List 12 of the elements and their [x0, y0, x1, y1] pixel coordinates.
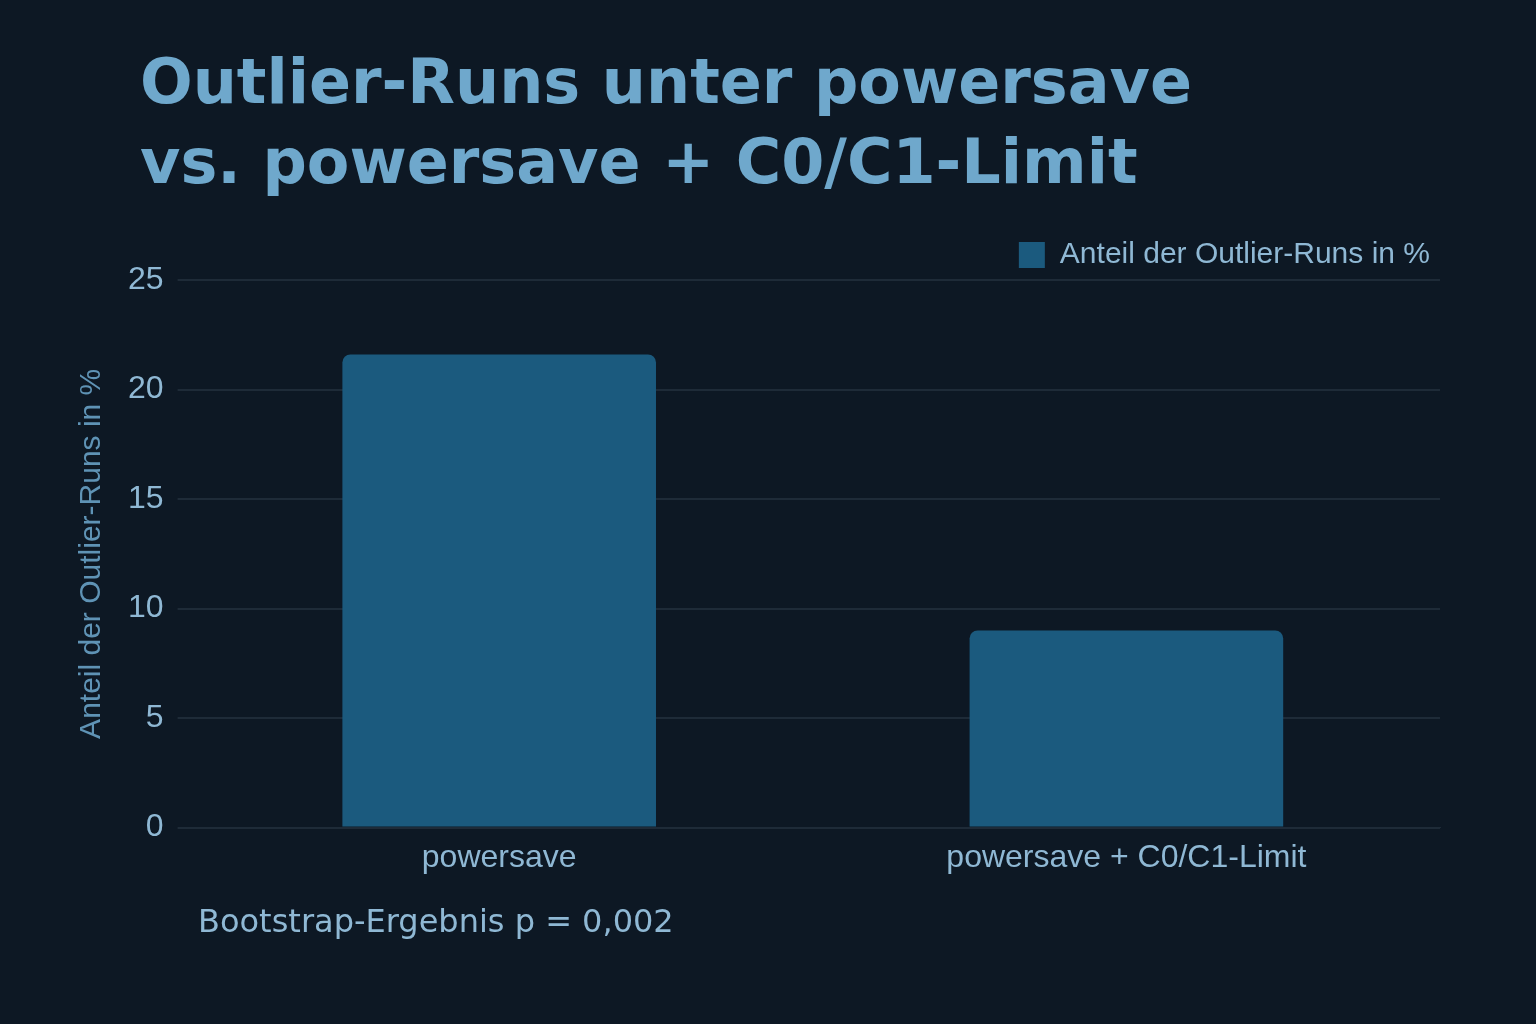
y-axis-title: Anteil der Outlier-Runs in %: [73, 368, 107, 739]
chart-title: Outlier-Runs unter powersave vs. powersave + C0/C1-Limit: [140, 44, 1194, 200]
text: Bootstrap-Ergebnis p = 0,002: [198, 902, 674, 940]
y-tick-label: 25: [128, 259, 164, 296]
y-tick-label: 0: [145, 807, 164, 844]
legend-label: Anteil der Outlier-Runs in %: [1059, 236, 1430, 270]
y-tick-label: 5: [145, 697, 164, 734]
y-tick-label: 20: [128, 369, 164, 406]
x-tick-label: powersave: [421, 837, 577, 874]
y-tick-label: 10: [128, 588, 164, 625]
x-tick-label: powersave + C0/C1-Limit: [946, 837, 1307, 874]
y-tick-label: 15: [128, 478, 164, 515]
